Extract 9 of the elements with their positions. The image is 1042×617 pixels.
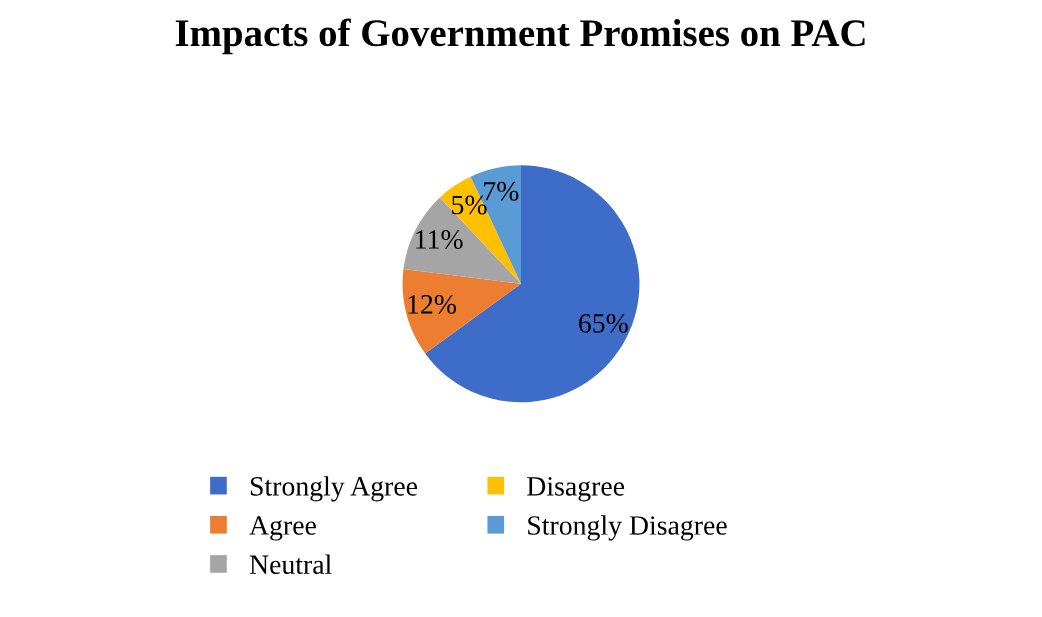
legend-label: Disagree	[527, 477, 625, 502]
data-label: 65%	[579, 313, 628, 333]
legend-label: Neutral	[249, 554, 332, 575]
chart-title: Impacts of Government Promises on PAC	[175, 18, 865, 55]
legend-label: Agree	[249, 516, 316, 541]
legend-label: Strongly Agree	[250, 476, 418, 502]
legend-label: Strongly Disagree	[528, 515, 727, 541]
data-label: 12%	[408, 295, 457, 314]
data-label: 11%	[416, 230, 463, 249]
